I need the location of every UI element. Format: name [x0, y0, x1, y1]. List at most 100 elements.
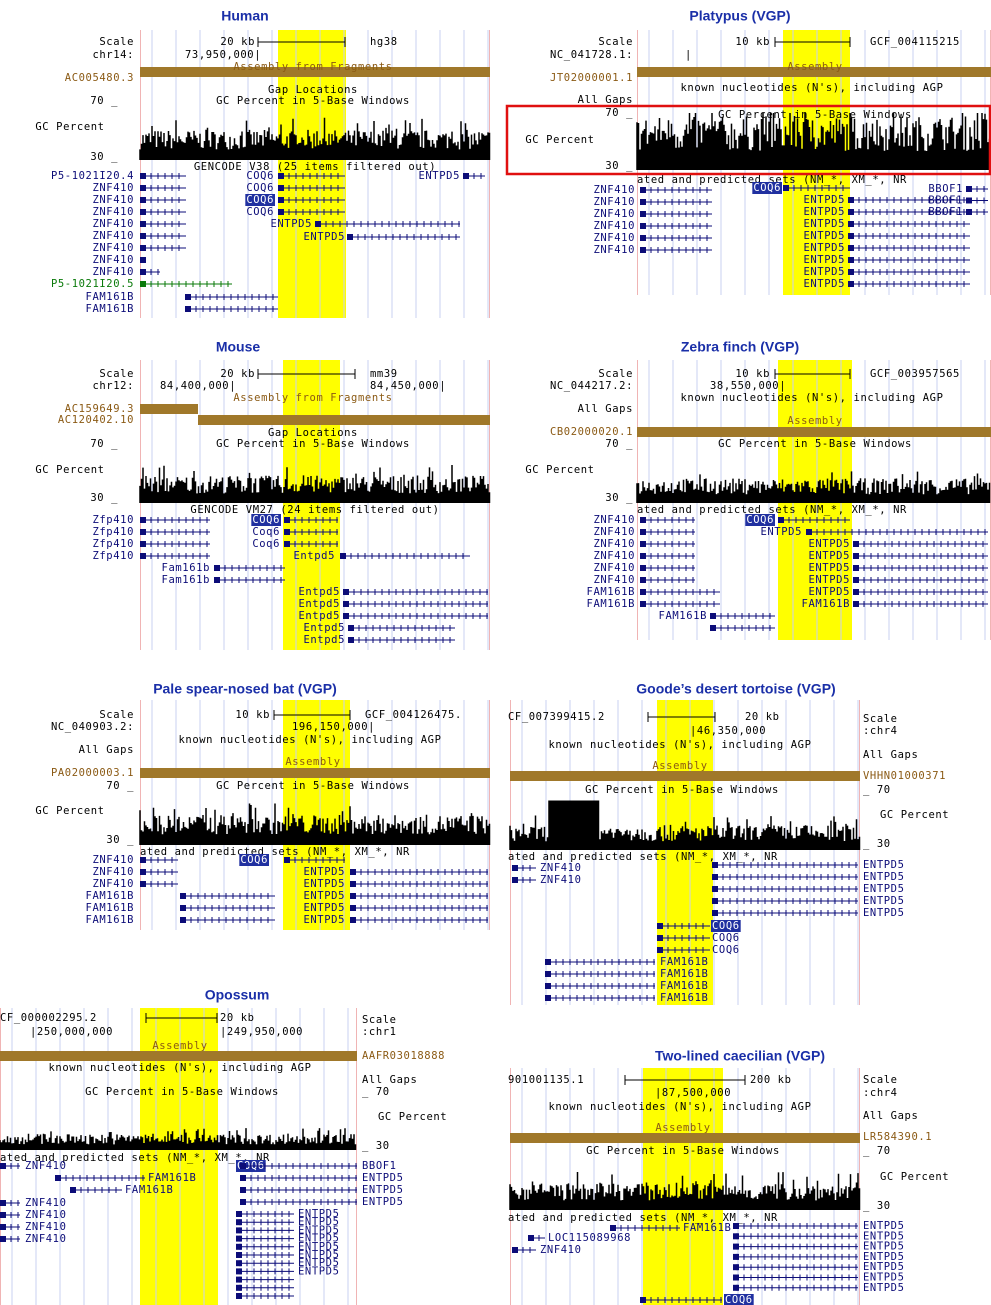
- gene-model: [640, 529, 695, 535]
- gene-model: [348, 625, 455, 631]
- track-label: GC Percent: [880, 1171, 949, 1183]
- gene-exon: [640, 517, 646, 523]
- track-label: 196,150,000|: [292, 721, 375, 733]
- gene-exon: [236, 1211, 242, 1217]
- gene-label: ENTPD5: [863, 895, 905, 907]
- gene-label: BBOF1: [362, 1160, 397, 1172]
- track-label: Assembly: [787, 61, 842, 73]
- track-label: Scale: [863, 713, 898, 725]
- track-label: 10 kb: [235, 709, 270, 721]
- track-label: Scale: [99, 709, 134, 721]
- gene-model: [640, 247, 712, 253]
- gene-model: [236, 1236, 294, 1242]
- track-label: 30 _: [106, 834, 134, 846]
- gene-label: ENTPD5: [803, 194, 845, 206]
- track-label: 10 kb: [735, 36, 770, 48]
- gene-label: FAM161B: [86, 303, 134, 315]
- track-label: hg38: [370, 36, 398, 48]
- gene-exon: [848, 209, 854, 215]
- track-label: GC Percent in 5-Base Windows: [216, 438, 410, 450]
- gene-model: [853, 577, 988, 583]
- gene-exon: [528, 1235, 534, 1241]
- gene-model: [545, 995, 655, 1001]
- track-label: GCF_004126475.: [365, 709, 462, 721]
- gene-model: [140, 517, 210, 523]
- browser-panel: Zebra finch (VGP)ScaleNC_044217.2:10 kbG…: [525, 339, 991, 640]
- gene-model: [236, 1277, 294, 1283]
- gene-exon: [853, 541, 859, 547]
- track-label: GC Percent: [525, 134, 594, 146]
- gene-model: [185, 294, 278, 300]
- gene-exon: [140, 281, 146, 287]
- gene-exon: [610, 1225, 616, 1231]
- gene-exon: [236, 1285, 242, 1291]
- gene-label: FAM161B: [125, 1184, 173, 1196]
- track-label: CF_007399415.2: [508, 711, 605, 723]
- track-label: AC005480.3: [65, 72, 134, 84]
- gene-exon: [140, 233, 146, 239]
- track-label: All Gaps: [578, 94, 633, 106]
- gene-model: [640, 235, 712, 241]
- gene-exon: [640, 1297, 646, 1303]
- gene-model: [236, 1244, 294, 1250]
- track-label: :chr1: [362, 1026, 397, 1038]
- gene-exon: [657, 935, 663, 941]
- gene-exon: [733, 1244, 739, 1250]
- gene-exon: [140, 209, 146, 215]
- gene-model: [848, 245, 970, 251]
- gene-exon: [783, 185, 789, 191]
- gene-exon: [343, 613, 349, 619]
- gene-label: FAM161B: [86, 914, 134, 926]
- gene-exon: [545, 995, 551, 1001]
- gene-label: Zfp410: [92, 514, 134, 526]
- gene-exon: [350, 869, 356, 875]
- gene-exon: [0, 1200, 6, 1206]
- gene-model: [236, 1260, 294, 1266]
- track-label: GC Percent in 5-Base Windows: [85, 1086, 279, 1098]
- gene-exon: [806, 529, 812, 535]
- gene-label: ENTPD5: [803, 230, 845, 242]
- gene-exon: [848, 269, 854, 275]
- gene-exon: [236, 1293, 242, 1299]
- gene-exon: [710, 625, 716, 631]
- gene-label: ZNF410: [593, 220, 635, 232]
- gene-label: ENTPD5: [303, 878, 345, 890]
- gene-model: [236, 1211, 294, 1217]
- track-label: GC Percent in 5-Base Windows: [585, 784, 779, 796]
- gene-exon: [236, 1252, 242, 1258]
- gene-label: COQ6: [753, 182, 781, 194]
- gene-label: ENTPD5: [303, 866, 345, 878]
- gene-label: ZNF410: [92, 242, 134, 254]
- gene-model: [180, 893, 275, 899]
- track-label: 200 kb: [750, 1074, 792, 1086]
- track-label: _ 70: [863, 1145, 891, 1157]
- gene-model: [848, 281, 970, 287]
- track-label: Assembly: [285, 756, 340, 768]
- gene-label: COQ6: [712, 920, 740, 932]
- track-label: GC Percent: [35, 121, 104, 133]
- gene-label: ZNF410: [92, 254, 134, 266]
- gene-label: ZNF410: [92, 206, 134, 218]
- gene-exon: [214, 565, 220, 571]
- gene-label: ZNF410: [540, 874, 582, 886]
- track-label: 70 _: [90, 95, 118, 107]
- assembly-bar: [637, 427, 991, 437]
- track-label: |: [685, 49, 692, 61]
- gene-exon: [185, 306, 191, 312]
- gene-label: ENTPD5: [362, 1184, 404, 1196]
- gene-exon: [348, 625, 354, 631]
- gene-exon: [350, 917, 356, 923]
- gene-model: [236, 1227, 294, 1233]
- gene-label: ZNF410: [92, 266, 134, 278]
- track-label: GC Percent in 5-Base Windows: [718, 438, 912, 450]
- gene-label: BBOF1: [928, 183, 963, 195]
- track-label: 30 _: [90, 492, 118, 504]
- track-label: GC Percent in 5-Base Windows: [586, 1145, 780, 1157]
- gene-exon: [140, 269, 146, 275]
- assembly-bar: [140, 404, 198, 414]
- gene-exon: [140, 869, 146, 875]
- track-label: 84,450,000|: [370, 380, 446, 392]
- gene-label: ZNF410: [540, 1244, 582, 1256]
- gene-exon: [966, 186, 972, 192]
- gene-model: [853, 553, 988, 559]
